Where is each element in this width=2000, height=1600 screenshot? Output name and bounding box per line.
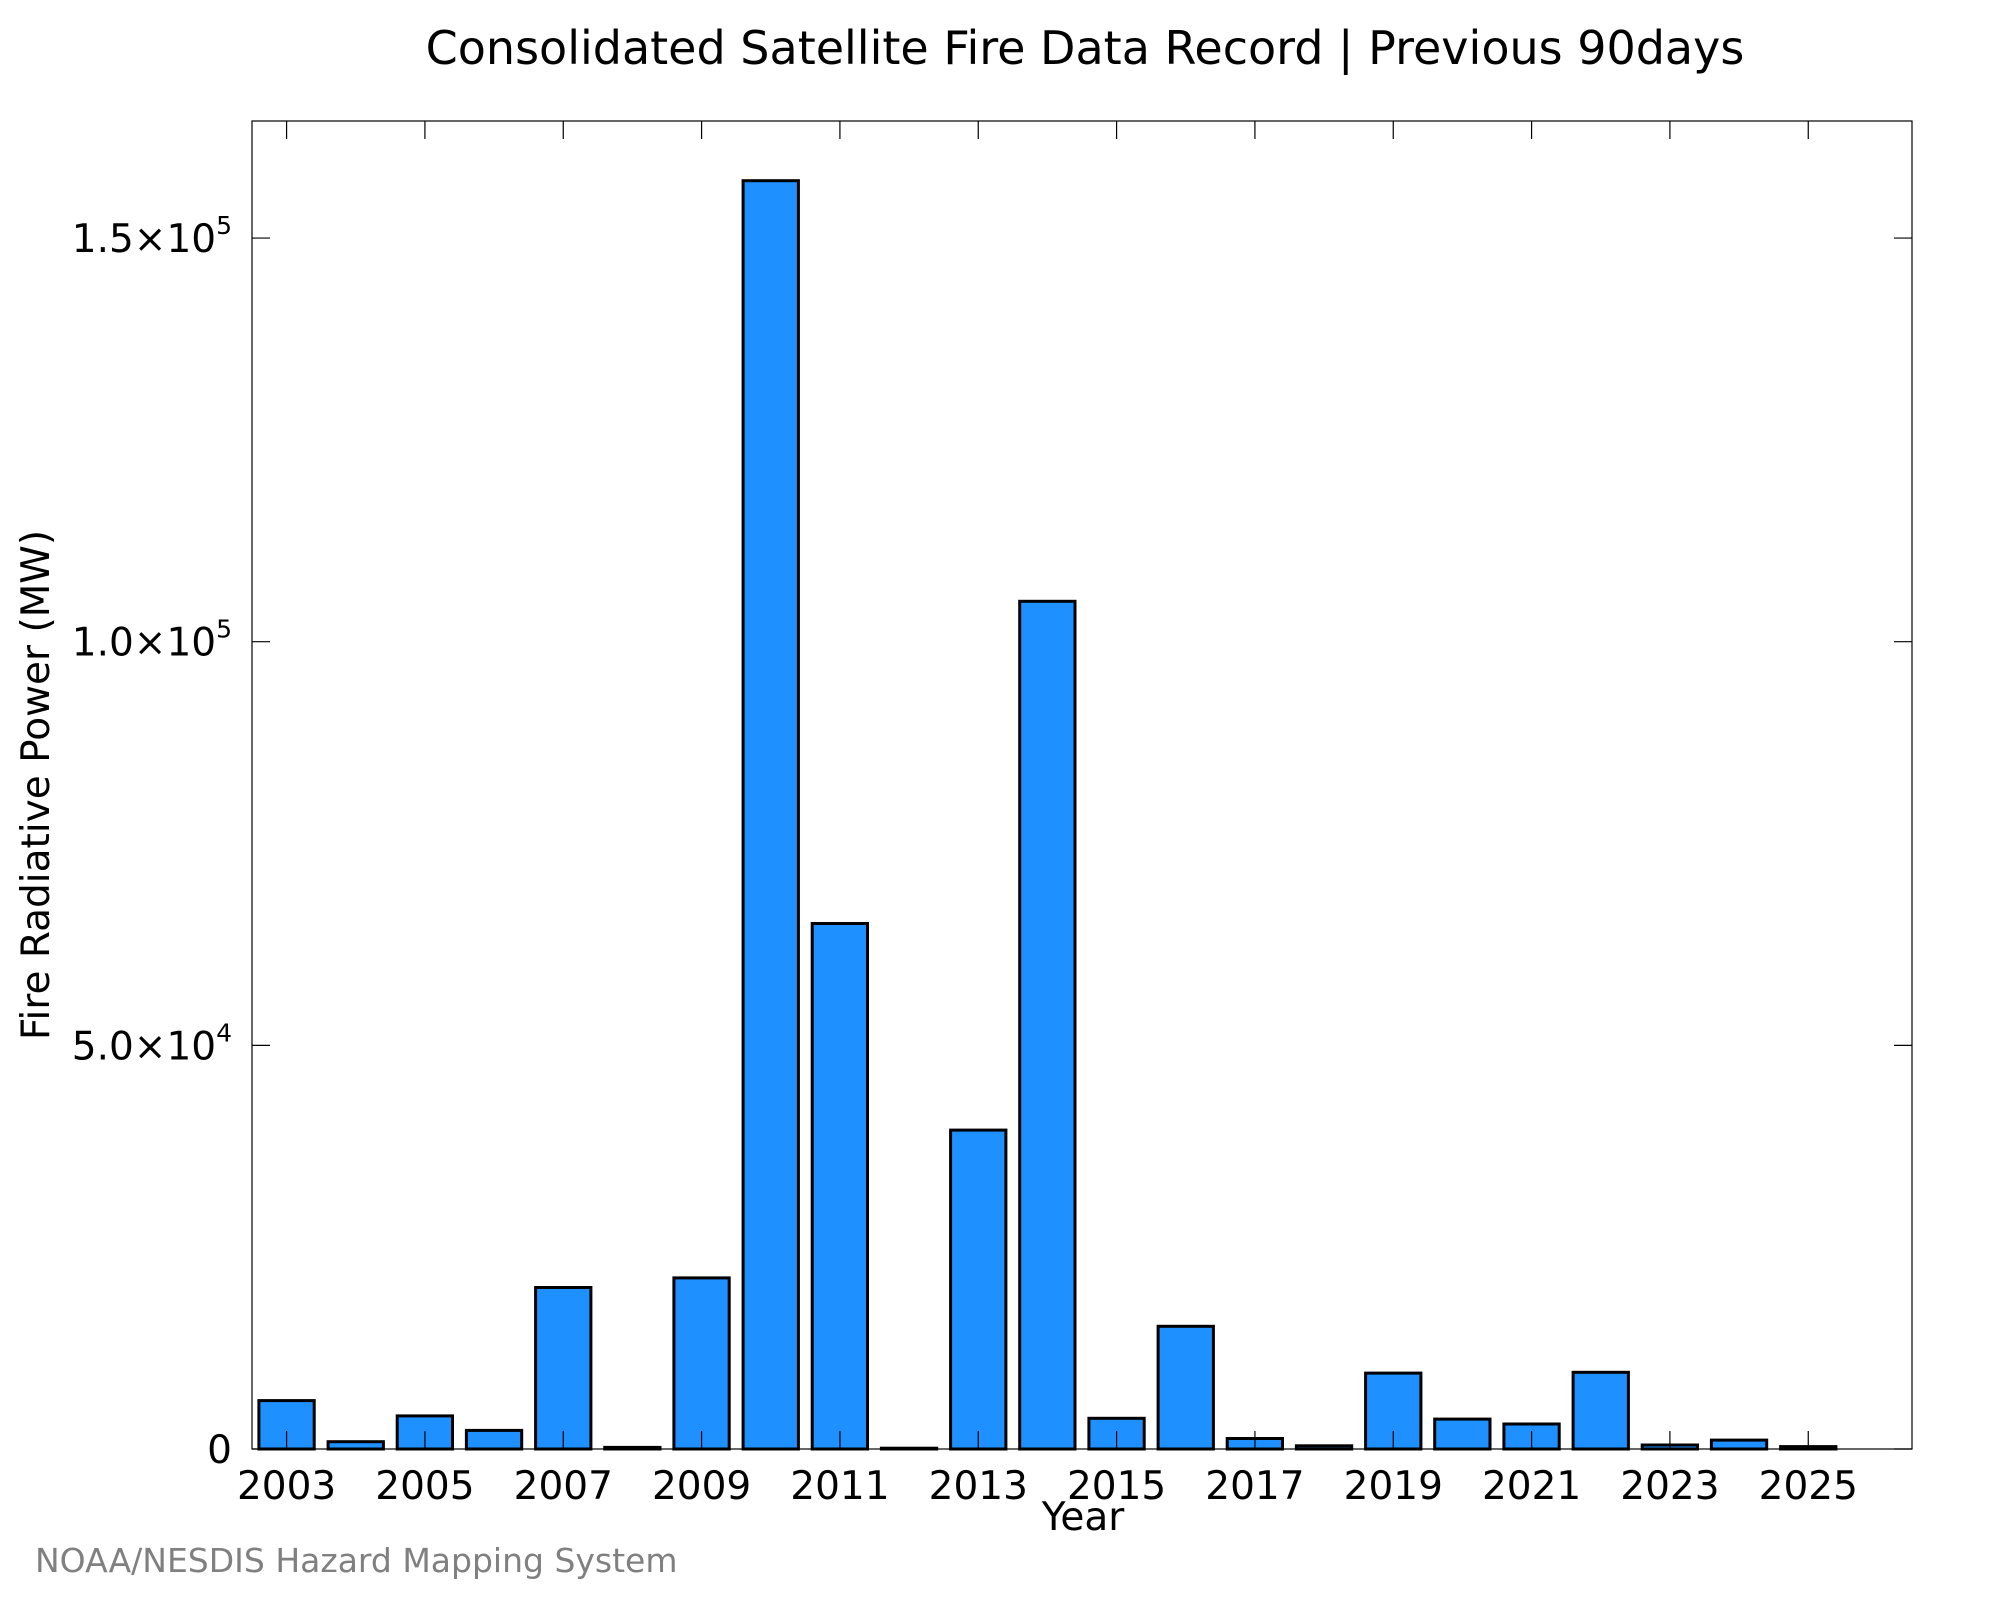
bars-group — [257, 179, 1838, 1451]
x-tick-label: 2019 — [1344, 1464, 1443, 1509]
y-tick-label: 5.0×104 — [72, 1018, 232, 1069]
plot-frame — [251, 120, 1913, 1450]
y-tick-label: 1.0×105 — [72, 615, 232, 666]
x-tick-label: 2009 — [652, 1464, 751, 1509]
bar-2004 — [326, 1440, 385, 1451]
x-tick-label: 2023 — [1620, 1464, 1719, 1509]
bar-2013 — [949, 1128, 1008, 1451]
bar-2024 — [1709, 1438, 1769, 1451]
credit-text: NOAA/NESDIS Hazard Mapping System — [35, 1541, 678, 1580]
y-tick-label: 0 — [207, 1428, 232, 1473]
bar-2016 — [1156, 1324, 1215, 1451]
y-axis-label: Fire Radiative Power (MW) — [14, 530, 59, 1040]
y-tick-labels: 0 5.0×104 1.0×105 1.5×105 — [72, 211, 232, 1473]
bar-2011 — [810, 922, 870, 1451]
x-tick-labels: 2003 2005 2007 2009 2011 2013 2015 2017 2019 2021… — [237, 1464, 1858, 1509]
bar-2014 — [1018, 599, 1077, 1451]
x-tick-label: 2003 — [237, 1464, 336, 1509]
x-tick-label: 2007 — [514, 1464, 613, 1509]
x-tick-label: 2011 — [790, 1464, 889, 1509]
bar-2020 — [1433, 1417, 1492, 1451]
bar-2009 — [672, 1276, 731, 1451]
x-tick-label: 2017 — [1205, 1464, 1304, 1509]
x-tick-label: 2015 — [1067, 1464, 1166, 1509]
x-tick-label: 2021 — [1482, 1464, 1581, 1509]
x-tick-label: 2005 — [375, 1464, 474, 1509]
x-tick-label: 2013 — [929, 1464, 1028, 1509]
bar-2006 — [464, 1428, 524, 1451]
x-axis-label: Year — [1041, 1495, 1126, 1540]
x-tick-label: 2025 — [1759, 1464, 1858, 1509]
y-tick-label: 1.5×105 — [72, 211, 232, 262]
bar-2022 — [1571, 1370, 1630, 1451]
chart-title: Consolidated Satellite Fire Data Record … — [426, 21, 1745, 76]
bar-2010 — [741, 179, 800, 1451]
bar-2007 — [534, 1286, 593, 1451]
axis-ticks — [252, 121, 1912, 1450]
